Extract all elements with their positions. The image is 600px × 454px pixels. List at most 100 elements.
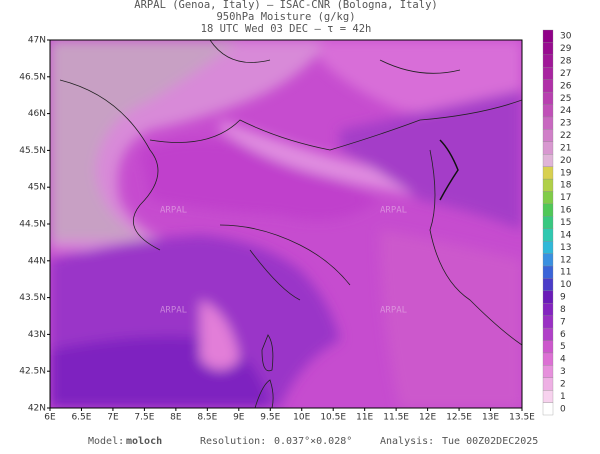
colorbar-label: 9 bbox=[560, 293, 566, 303]
colorbar-cell bbox=[542, 116, 554, 130]
colorbar-cell bbox=[542, 166, 554, 180]
colorbar-cell bbox=[542, 91, 554, 105]
footer-value: 0.037°×0.028° bbox=[274, 436, 352, 447]
lat-label: 42.5N bbox=[19, 367, 46, 377]
colorbar-cell bbox=[542, 278, 554, 291]
colorbar-cell bbox=[542, 191, 554, 205]
colorbar-cell bbox=[542, 327, 554, 341]
lon-label: 9E bbox=[233, 413, 245, 423]
colorbar-label: 2 bbox=[560, 379, 566, 389]
lon-label: 10.5E bbox=[320, 413, 346, 423]
lon-label: 13E bbox=[482, 413, 499, 423]
colorbar-label: 6 bbox=[560, 330, 566, 340]
watermark: ARPAL bbox=[380, 306, 407, 316]
colorbar-label: 14 bbox=[560, 230, 572, 240]
lat-label: 44.5N bbox=[19, 220, 46, 230]
colorbar-label: 17 bbox=[560, 193, 571, 203]
colorbar-cell bbox=[542, 340, 554, 354]
colorbar-cell bbox=[542, 253, 554, 267]
lat-label: 45.5N bbox=[19, 146, 46, 156]
header-line: 18 UTC Wed 03 DEC – τ = 42h bbox=[201, 23, 372, 35]
lon-label: 12.5E bbox=[446, 413, 472, 423]
colorbar-label: 30 bbox=[560, 32, 572, 42]
lon-label: 6E bbox=[44, 413, 56, 423]
colorbar-label: 21 bbox=[560, 143, 571, 153]
colorbar-label: 15 bbox=[560, 218, 571, 228]
colorbar-cell bbox=[542, 240, 554, 254]
colorbar-cell bbox=[542, 315, 554, 329]
colorbar-cell bbox=[542, 265, 554, 279]
header-line: ARPAL (Genoa, Italy) – ISAC-CNR (Bologna… bbox=[134, 0, 437, 11]
lon-label: 9.5E bbox=[260, 413, 280, 423]
footer-label: Resolution: bbox=[200, 436, 266, 447]
lon-label: 6.5E bbox=[71, 413, 91, 423]
colorbar-label: 22 bbox=[560, 131, 571, 141]
lat-label: 44N bbox=[28, 256, 46, 266]
lon-label: 10E bbox=[293, 413, 310, 423]
lon-label: 13.5E bbox=[509, 413, 535, 423]
lat-label: 43.5N bbox=[19, 293, 46, 303]
colorbar-label: 28 bbox=[560, 57, 572, 67]
colorbar-label: 7 bbox=[560, 317, 566, 327]
footer-label: Analysis: bbox=[380, 436, 434, 447]
watermark: ARPAL bbox=[160, 206, 187, 216]
colorbar-cell bbox=[542, 104, 554, 118]
colorbar-cell bbox=[542, 303, 554, 316]
colorbar-label: 1 bbox=[560, 392, 566, 402]
colorbar-label: 0 bbox=[560, 404, 566, 414]
footer-value: moloch bbox=[126, 436, 162, 447]
colorbar-cell bbox=[542, 352, 554, 366]
axes: 47N 46.5N 46N 45.5N 45N 44.5N 44N 43.5N 43N 42.5N… bbox=[19, 36, 535, 423]
colorbar-label: 13 bbox=[560, 243, 571, 253]
lon-label: 12E bbox=[419, 413, 436, 423]
lon-label: 7.5E bbox=[134, 413, 154, 423]
lon-label: 8.5E bbox=[197, 413, 217, 423]
colorbar-cell bbox=[542, 402, 554, 416]
colorbar-label: 26 bbox=[560, 81, 572, 91]
colorbar-cell bbox=[542, 228, 554, 242]
colorbar-cell bbox=[542, 178, 554, 192]
footer-value: Tue 00Z02DEC2025 bbox=[442, 436, 538, 447]
colorbar-label: 20 bbox=[560, 156, 572, 166]
colorbar-label: 4 bbox=[560, 355, 566, 365]
header-line: 950hPa Moisture (g/kg) bbox=[216, 11, 355, 23]
colorbar-label: 8 bbox=[560, 305, 566, 315]
colorbar-label: 12 bbox=[560, 255, 571, 265]
lon-label: 11E bbox=[356, 413, 373, 423]
lat-label: 43N bbox=[28, 330, 46, 340]
colorbar-cell bbox=[542, 203, 554, 217]
colorbar-cell bbox=[542, 365, 554, 378]
footer-label: Model: bbox=[88, 436, 124, 447]
lat-label: 45N bbox=[28, 183, 46, 193]
lon-label: 8E bbox=[170, 413, 182, 423]
colorbar-label: 10 bbox=[560, 280, 572, 290]
colorbar: 0123456789101112131415161718192021222324… bbox=[542, 29, 572, 416]
colorbar-cell bbox=[542, 290, 554, 304]
lat-label: 47N bbox=[28, 36, 46, 46]
moisture-field: ARPAL ARPAL ARPAL ARPAL bbox=[50, 40, 522, 408]
lon-label: 11.5E bbox=[383, 413, 409, 423]
colorbar-label: 18 bbox=[560, 181, 572, 191]
colorbar-label: 3 bbox=[560, 367, 566, 377]
colorbar-label: 25 bbox=[560, 94, 571, 104]
colorbar-cell bbox=[542, 29, 554, 43]
colorbar-cell bbox=[542, 390, 554, 403]
colorbar-label: 16 bbox=[560, 206, 572, 216]
colorbar-cell bbox=[542, 67, 554, 80]
colorbar-label: 24 bbox=[560, 106, 572, 116]
colorbar-cell bbox=[542, 216, 554, 229]
colorbar-cell bbox=[542, 141, 554, 155]
colorbar-cell bbox=[542, 154, 554, 167]
colorbar-cell bbox=[542, 129, 554, 142]
colorbar-cell bbox=[542, 42, 554, 55]
colorbar-label: 5 bbox=[560, 342, 566, 352]
colorbar-cell bbox=[542, 54, 554, 68]
lat-label: 42N bbox=[28, 404, 46, 414]
colorbar-label: 27 bbox=[560, 69, 571, 79]
colorbar-label: 23 bbox=[560, 119, 571, 129]
watermark: ARPAL bbox=[160, 306, 187, 316]
colorbar-label: 11 bbox=[560, 268, 571, 278]
lat-label: 46N bbox=[28, 109, 46, 119]
colorbar-label: 29 bbox=[560, 44, 572, 54]
